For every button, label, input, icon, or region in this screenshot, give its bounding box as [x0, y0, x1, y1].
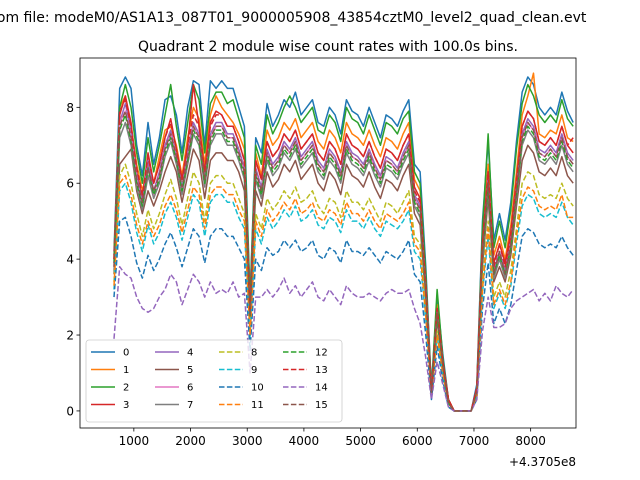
x-tick-label: 7000: [459, 434, 490, 448]
series-line-14: [113, 265, 574, 412]
legend-label-9: 9: [251, 365, 257, 376]
series-line-8: [113, 163, 574, 412]
x-axis-offset-label: +4.3705e8: [509, 455, 576, 469]
y-axis-ticks: 0 2 4 6 8: [66, 101, 80, 418]
legend-label-2: 2: [123, 383, 129, 394]
x-tick-label: 5000: [345, 434, 376, 448]
legend-label-3: 3: [123, 400, 129, 411]
series-line-2: [113, 83, 574, 412]
series-line-13: [113, 98, 574, 412]
y-tick-label: 6: [66, 177, 74, 191]
legend-label-6: 6: [187, 383, 193, 394]
axes-frame: [79, 57, 577, 429]
legend-label-0: 0: [123, 348, 129, 359]
x-axis-ticks: 1000 2000 3000 4000 5000 6000 7000 8000: [119, 428, 546, 448]
legend-label-14: 14: [315, 383, 328, 394]
y-tick-label: 2: [66, 329, 74, 343]
legend-label-7: 7: [187, 400, 193, 411]
legend-label-8: 8: [251, 348, 257, 359]
x-tick-label: 1000: [119, 434, 150, 448]
legend-label-13: 13: [315, 365, 328, 376]
figure-suptitle: ta from file: modeM0/AS1A13_087T01_90000…: [0, 10, 587, 26]
x-tick-label: 6000: [402, 434, 433, 448]
x-tick-label: 2000: [175, 434, 206, 448]
x-tick-label: 8000: [515, 434, 546, 448]
y-tick-label: 0: [66, 404, 74, 418]
legend-label-5: 5: [187, 365, 193, 376]
legend-frame: [85, 339, 343, 423]
legend-label-10: 10: [251, 383, 264, 394]
chart-title: Quadrant 2 module wise count rates with …: [138, 39, 518, 55]
legend-label-12: 12: [315, 348, 328, 359]
y-tick-label: 4: [66, 253, 74, 267]
series-line-10: [113, 216, 574, 412]
y-tick-label: 8: [66, 101, 74, 115]
series-line-0: [113, 76, 574, 412]
series-line-11: [113, 174, 574, 412]
legend-label-1: 1: [123, 365, 129, 376]
series-line-15: [113, 110, 574, 412]
legend-label-15: 15: [315, 400, 328, 411]
legend-label-11: 11: [251, 400, 264, 411]
series-line-9: [113, 182, 574, 412]
x-tick-label: 3000: [232, 434, 263, 448]
legend-label-4: 4: [187, 348, 193, 359]
series-line-5: [113, 144, 574, 412]
x-tick-label: 4000: [289, 434, 320, 448]
plot-lines: [113, 72, 574, 412]
